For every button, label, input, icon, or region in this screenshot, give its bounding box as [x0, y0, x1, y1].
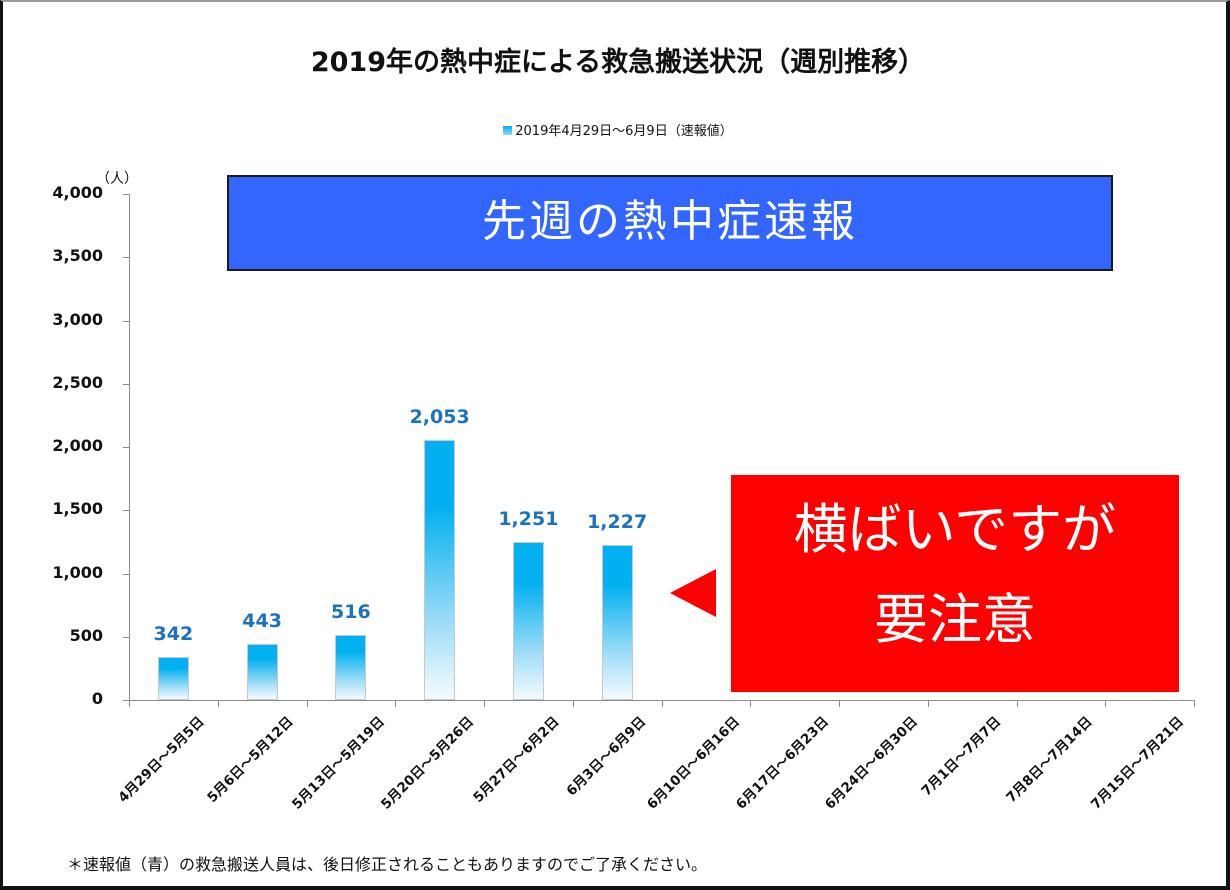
- x-tick: [129, 700, 130, 707]
- bar: [157, 656, 189, 700]
- x-tick-label: 7月1日～7月7日: [918, 713, 1004, 800]
- x-tick: [306, 700, 308, 707]
- y-tick: [123, 257, 129, 259]
- y-tick-label: 1,500: [52, 499, 103, 519]
- callout-pointer-arrow-icon: [670, 569, 716, 617]
- x-tick-label: 7月8日～7月14日: [1003, 713, 1096, 807]
- x-tick: [661, 700, 663, 707]
- y-tick: [123, 383, 129, 385]
- y-tick-label: 2,000: [52, 436, 103, 455]
- chart-title: 2019年の熱中症による救急搬送状況（週別推移）: [310, 47, 926, 78]
- x-axis: [123, 700, 1195, 701]
- warning-callout: 横ばいですが 要注意: [731, 475, 1179, 692]
- x-tick: [1105, 700, 1107, 707]
- x-tick: [572, 700, 574, 707]
- bar: [601, 544, 633, 700]
- x-tick-label: 5月20日～5月26日: [377, 713, 477, 813]
- legend: 2019年4月29日～6月9日（速報値）: [3, 120, 1230, 139]
- x-tick: [1194, 700, 1195, 707]
- x-tick: [1016, 700, 1018, 707]
- y-tick-label: 4,000: [52, 183, 103, 202]
- x-tick: [217, 700, 219, 707]
- x-tick: [839, 700, 840, 707]
- x-tick-label: 6月10日～6月16日: [644, 713, 744, 813]
- x-tick: [927, 700, 929, 707]
- x-tick-label: 6月3日～6月9日: [563, 713, 649, 800]
- y-axis: [129, 194, 130, 701]
- bar-value-label: 516: [331, 600, 371, 623]
- bar-value-label: 2,053: [409, 406, 470, 429]
- bar-value-label: 1,227: [587, 510, 648, 533]
- x-tick: [750, 700, 752, 707]
- y-tick: [123, 194, 129, 195]
- y-tick-label: 3,500: [52, 246, 103, 266]
- x-tick-label: 5月27日～6月2日: [470, 713, 563, 807]
- y-tick-label: 500: [69, 625, 103, 645]
- bar-value-label: 1,251: [498, 507, 559, 530]
- bar: [512, 541, 544, 700]
- bar-value-label: 443: [242, 609, 282, 632]
- x-tick: [484, 700, 485, 707]
- bar: [246, 643, 278, 700]
- legend-swatch-icon: [503, 126, 513, 135]
- y-tick: [123, 700, 129, 701]
- y-tick: [123, 636, 129, 638]
- y-tick-label: 3,000: [52, 309, 103, 329]
- x-tick-label: 6月17日～6月23日: [732, 713, 832, 813]
- bar: [335, 634, 367, 700]
- x-tick-label: 6月24日～6月30日: [821, 713, 921, 813]
- footnote: ＊速報値（青）の救急搬送人員は、後日修正されることもありますのでご了承ください。: [67, 855, 708, 874]
- y-tick-label: 2,500: [52, 372, 103, 392]
- legend-label: 2019年4月29日～6月9日（速報値）: [515, 124, 733, 139]
- callout-line-1: 横ばいですが: [793, 498, 1117, 561]
- y-tick: [123, 447, 129, 448]
- callout-line-2: 要注意: [874, 588, 1036, 651]
- y-tick: [123, 573, 129, 575]
- x-tick-label: 5月6日～5月12日: [204, 713, 297, 807]
- x-tick-label: 7月15日～7月21日: [1087, 713, 1187, 813]
- y-axis-unit: （人）: [96, 171, 138, 187]
- y-tick-label: 1,000: [52, 562, 103, 582]
- y-tick-label: 0: [91, 689, 103, 708]
- bar: [424, 440, 456, 700]
- x-tick: [395, 700, 397, 707]
- y-tick: [123, 320, 129, 322]
- headline-banner: 先週の熱中症速報: [227, 175, 1113, 271]
- y-tick: [123, 510, 129, 512]
- x-tick-label: 4月29日～5月5日: [115, 713, 208, 807]
- bar-value-label: 342: [153, 622, 194, 645]
- x-tick-label: 5月13日～5月19日: [289, 713, 389, 813]
